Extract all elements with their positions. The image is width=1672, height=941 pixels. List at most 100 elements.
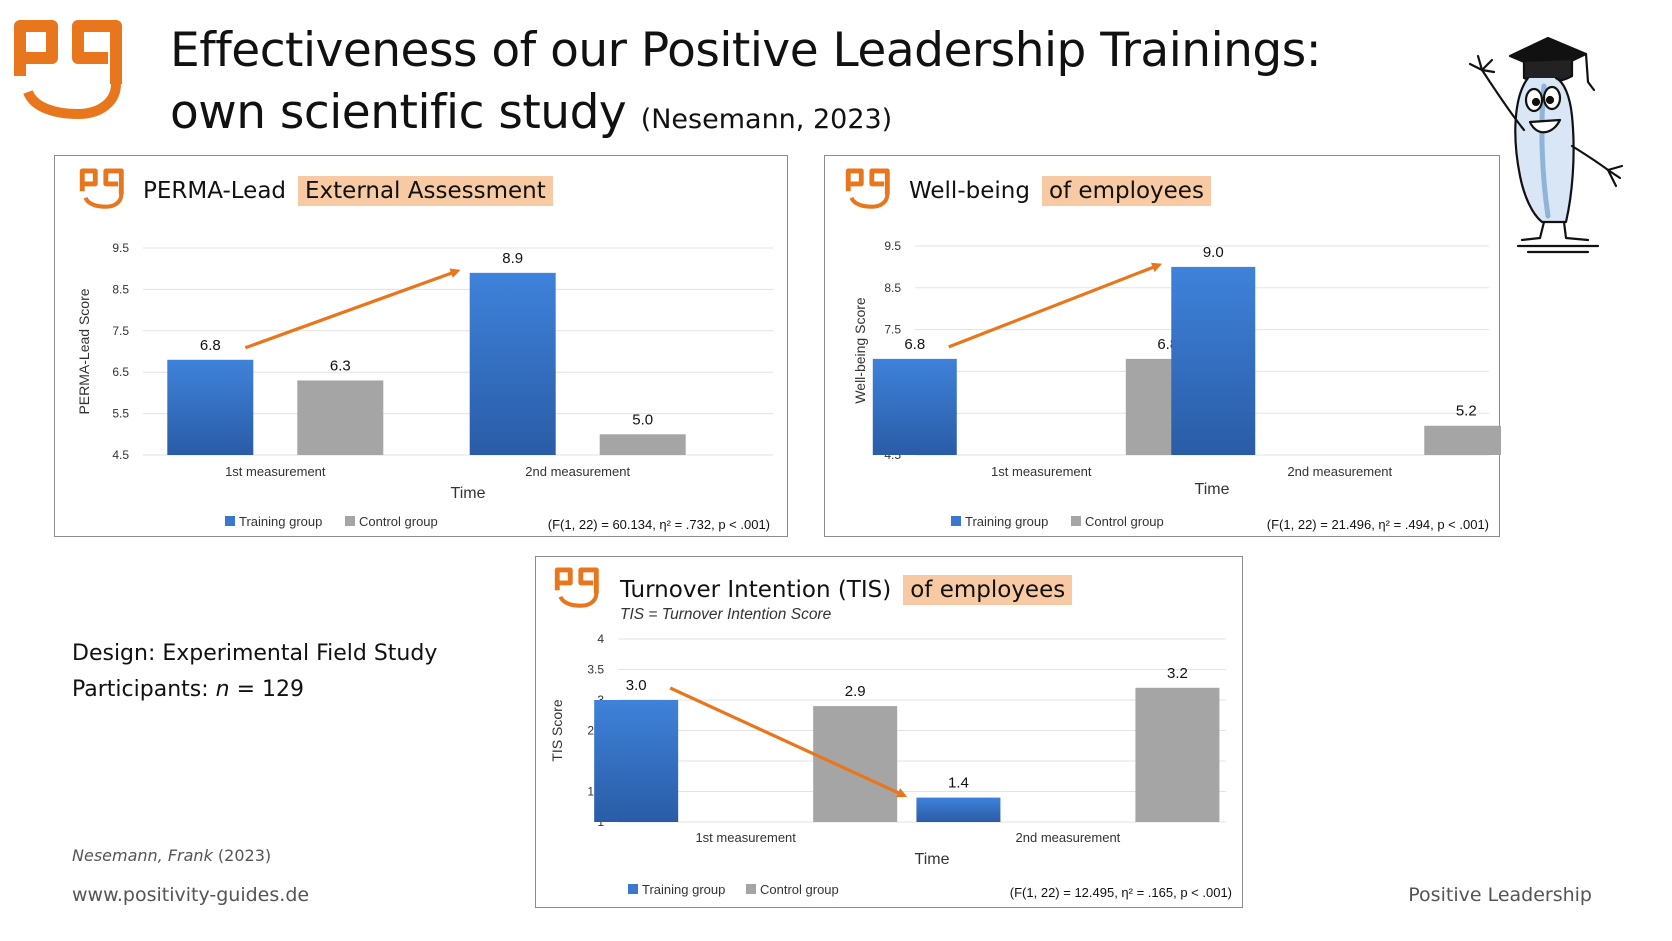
legend-label: Control group: [760, 882, 839, 897]
legend-label: Control group: [359, 514, 438, 529]
y-tick-label: 9.5: [884, 239, 901, 253]
legend-swatch: [951, 516, 961, 526]
chart-panel-turnover-intention: Turnover Intention (TIS) of employees TI…: [535, 556, 1243, 908]
trend-arrow: [669, 686, 908, 798]
legend-swatch: [225, 516, 235, 526]
data-label: 1.4: [948, 775, 969, 792]
y-tick-label: 7.5: [884, 323, 901, 337]
statistics-annotation: (F(1, 22) = 60.134, η² = .732, p < .001): [548, 517, 770, 532]
title-citation: (Nesemann, 2023): [640, 104, 893, 135]
y-tick-label: 5.5: [112, 407, 129, 421]
data-label: 6.3: [330, 357, 351, 374]
chart-title-highlight: of employees: [903, 575, 1073, 605]
data-label: 2.9: [845, 683, 866, 700]
data-label: 6.8: [904, 336, 925, 353]
y-tick-label: 7.5: [112, 324, 129, 338]
participants-n-symbol: n: [215, 677, 230, 702]
chart-title: PERMA-Lead External Assessment: [143, 176, 553, 206]
chart-title-highlight: of employees: [1041, 176, 1211, 206]
category-label: 1st measurement: [225, 464, 326, 479]
y-tick-label: 3.5: [587, 663, 604, 677]
chart-title-text: PERMA-Lead: [143, 178, 287, 204]
category-label: 2nd measurement: [1287, 464, 1392, 479]
title-line-2-text: own scientific study: [170, 85, 627, 140]
legend-label: Training group: [239, 514, 322, 529]
legend-swatch: [746, 884, 756, 894]
data-label: 9.0: [1203, 244, 1224, 261]
chart-title-highlight: External Assessment: [298, 176, 553, 206]
pg-logo-small: [845, 168, 890, 209]
footer-citation: Nesemann, Frank (2023): [72, 846, 271, 865]
y-tick-label: 6.5: [112, 365, 129, 379]
page-title: Effectiveness of our Positive Leadership…: [170, 20, 1322, 151]
category-label: 2nd measurement: [525, 464, 630, 479]
pg-logo-small: [79, 168, 124, 209]
trend-arrow: [244, 268, 461, 350]
bar-control-group: [599, 434, 686, 455]
website-link[interactable]: www.positivity-guides.de: [72, 884, 310, 906]
y-axis-label: PERMA-Lead Score: [76, 288, 92, 414]
y-tick-label: 4.5: [112, 448, 129, 462]
category-label: 1st measurement: [695, 830, 796, 845]
bar-training-group: [469, 272, 556, 455]
chart-panel-well-being: Well-being of employees 4.55.56.57.58.59…: [824, 155, 1501, 537]
legend-swatch: [1071, 516, 1081, 526]
chart-subtitle: TIS = Turnover Intention Score: [620, 606, 832, 623]
bar-control-group: [813, 706, 898, 822]
chart-title: Turnover Intention (TIS) of employees: [620, 575, 1073, 605]
chart-title: Well-being of employees: [909, 176, 1211, 206]
bar-chart: 4.5 5.5 6.5 7.5 8.5 9.5 PERMA-Lead Score 1st me…: [76, 241, 773, 532]
title-line-1: Effectiveness of our Positive Leadership…: [170, 23, 1322, 78]
data-label: 5.2: [1456, 403, 1477, 420]
title-line-2: own scientific study (Nesemann, 2023): [170, 82, 1321, 151]
chart-title-text: Turnover Intention (TIS): [620, 577, 892, 603]
bar-control-group: [297, 380, 384, 455]
bar-training-group: [1171, 266, 1256, 455]
category-label: 2nd measurement: [1016, 830, 1121, 845]
data-label: 3.0: [626, 677, 647, 694]
participants-label: Participants:: [72, 677, 216, 702]
y-tick-label: 8.5: [112, 282, 129, 296]
data-label: 5.0: [632, 411, 653, 428]
bar-training-group: [916, 797, 1001, 822]
y-tick-label: 4: [597, 632, 604, 646]
pg-logo: [14, 20, 122, 119]
data-label: 6.8: [200, 337, 221, 354]
graduate-mascot-illustration: [1468, 36, 1624, 254]
x-axis-label: Time: [1195, 481, 1230, 498]
legend-label: Control group: [1085, 514, 1164, 529]
footer-brand: Positive Leadership: [1408, 884, 1592, 906]
bar-control-group: [1135, 687, 1220, 822]
y-axis-label: Well-being Score: [852, 297, 868, 404]
pg-logo-small: [554, 567, 599, 608]
data-label: 8.9: [502, 250, 523, 267]
chart-panel-perma-lead: PERMA-Lead External Assessment 4.5 5.5 6.5…: [54, 155, 788, 537]
study-design: Design: Experimental Field Study Partici…: [72, 636, 437, 708]
x-axis-label: Time: [915, 851, 950, 868]
statistics-annotation: (F(1, 22) = 12.495, η² = .165, p < .001): [1010, 885, 1232, 900]
legend-swatch: [628, 884, 638, 894]
design-line: Design: Experimental Field Study: [72, 641, 438, 666]
chart-title-text: Well-being: [909, 178, 1030, 204]
data-label: 3.2: [1167, 665, 1188, 682]
bar-control-group: [1424, 425, 1501, 455]
y-tick-label: 8.5: [884, 281, 901, 295]
bar-training-group: [872, 358, 957, 455]
participants-line: Participants: n = 129: [72, 672, 437, 708]
x-axis-label: Time: [451, 485, 486, 502]
footer-citation-year: (2023): [212, 846, 272, 865]
bar-training-group: [167, 359, 254, 455]
legend-label: Training group: [965, 514, 1048, 529]
trend-arrow: [948, 262, 1163, 349]
y-tick-label: 9.5: [112, 241, 129, 255]
statistics-annotation: (F(1, 22) = 21.496, η² = .494, p < .001): [1267, 517, 1489, 532]
bar-training-group: [594, 700, 679, 822]
legend-swatch: [345, 516, 355, 526]
category-label: 1st measurement: [991, 464, 1092, 479]
footer-citation-author: Nesemann, Frank: [72, 846, 213, 865]
y-axis-label: TIS Score: [549, 699, 565, 761]
participants-value: = 129: [229, 677, 305, 702]
legend-label: Training group: [642, 882, 725, 897]
